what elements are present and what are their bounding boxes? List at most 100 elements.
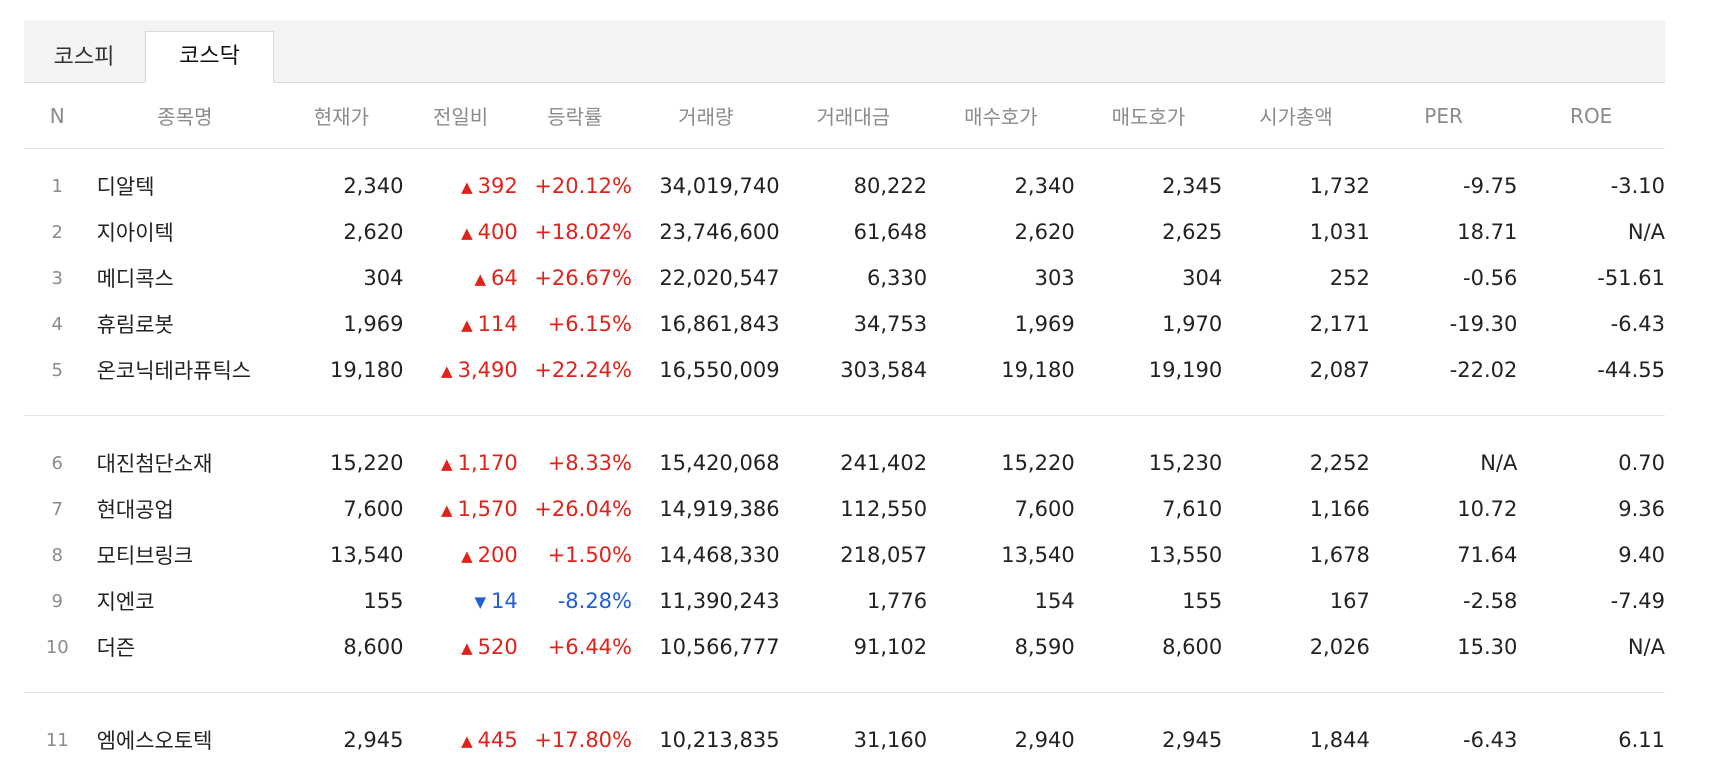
stock-name-link[interactable]: 휴림로봇 [96,313,174,337]
cell-bid: 13,540 [1001,543,1075,567]
cell-volume: 10,566,777 [659,635,780,659]
triangle-up-icon: ▲ [441,455,453,473]
cell-change: ▲ 200 [403,532,518,578]
row-rank: 5 [51,359,63,381]
row-rank: 11 [45,729,69,751]
cell-roe: -6.43 [1610,312,1665,336]
cell-ask: 155 [1182,589,1223,613]
cell-ask: 15,230 [1148,451,1223,475]
row-rank: 10 [45,636,69,658]
cell-change: ▲ 3,490 [403,347,518,393]
cell-per: N/A [1480,451,1518,475]
cell-per: -19.30 [1449,312,1518,336]
table-row[interactable]: 5 온코닉테라퓨틱스 19,180 ▲ 3,490 +22.24% 16,550,009 30… [24,347,1665,393]
cell-price: 8,600 [343,635,404,659]
cell-per: -6.43 [1463,728,1518,752]
row-rank: 9 [51,590,63,612]
cell-roe: 9.40 [1618,543,1665,567]
table-row[interactable]: 1 디알텍 2,340 ▲ 392 +20.12% 34,019,740 80,222 2,34… [24,149,1665,210]
cell-roe: N/A [1627,220,1665,244]
change-value: 3,490 [457,358,518,382]
triangle-up-icon: ▲ [461,547,473,565]
cell-rate: +6.44% [547,635,632,659]
table-row[interactable]: 9 지엔코 155 ▼ 14 -8.28% 11,390,243 1,776 154 155 167… [24,578,1665,624]
table-row[interactable]: 11 엠에스오토텍 2,945 ▲ 445 +17.80% 10,213,835 31,160… [24,717,1665,763]
row-rank: 3 [51,267,63,289]
stock-name-link[interactable]: 디알텍 [96,175,155,199]
cell-price: 2,945 [343,728,404,752]
cell-volume: 22,020,547 [659,266,780,290]
cell-rate: -8.28% [557,589,632,613]
table-row[interactable]: 6 대진첨단소재 15,220 ▲ 1,170 +8.33% 15,420,068 241,4… [24,440,1665,486]
cell-mcap: 1,844 [1309,728,1370,752]
cell-change: ▼ 14 [403,578,517,624]
table-row[interactable]: 7 현대공업 7,600 ▲ 1,570 +26.04% 14,919,386 112,550… [24,486,1665,532]
cell-per: -0.56 [1463,266,1518,290]
table-row[interactable]: 8 모티브링크 13,540 ▲ 200 +1.50% 14,468,330 218,057 1… [24,532,1665,578]
cell-mcap: 1,732 [1309,174,1370,198]
cell-mcap: 167 [1329,589,1370,613]
cell-bid: 2,340 [1014,174,1075,198]
cell-rate: +20.12% [534,174,632,198]
cell-rate: +18.02% [534,220,632,244]
stock-name-link[interactable]: 메디콕스 [96,267,174,291]
stock-name-link[interactable]: 현대공업 [96,498,174,522]
cell-rate: +26.67% [534,266,632,290]
cell-change: ▲ 114 [403,301,518,347]
cell-amount: 1,776 [867,589,928,613]
cell-volume: 14,919,386 [659,497,780,521]
group-divider [24,393,1665,416]
stock-name-link[interactable]: 더즌 [96,636,136,660]
col-ask: 매도호가 [1074,83,1223,149]
cell-change: ▲ 64 [403,255,517,301]
triangle-up-icon: ▲ [441,362,453,380]
cell-volume: 11,390,243 [659,589,780,613]
cell-price: 304 [363,266,404,290]
stock-name-link[interactable]: 모티브링크 [96,544,194,568]
cell-per: -9.75 [1463,174,1518,198]
cell-change: ▲ 520 [403,624,518,670]
cell-amount: 91,102 [853,635,928,659]
change-value: 400 [477,220,518,244]
cell-per: 15.30 [1457,635,1518,659]
cell-change: ▲ 392 [403,149,518,210]
table-row[interactable]: 4 휴림로봇 1,969 ▲ 114 +6.15% 16,861,843 34,753 1,96… [24,301,1665,347]
table-row[interactable]: 3 메디콕스 304 ▲ 64 +26.67% 22,020,547 6,330 303 304 2… [24,255,1665,301]
tab-kosdaq[interactable]: 코스닥 [145,31,274,83]
cell-ask: 8,600 [1162,635,1223,659]
cell-per: 71.64 [1457,543,1518,567]
triangle-up-icon: ▲ [474,270,486,288]
stock-name-link[interactable]: 온코닉테라퓨틱스 [96,359,252,383]
cell-amount: 218,057 [840,543,928,567]
col-n: N [24,83,91,149]
cell-change: ▲ 1,170 [403,440,518,486]
stock-name-link[interactable]: 지아이텍 [96,221,174,245]
row-rank: 8 [51,544,63,566]
col-volume: 거래량 [632,83,780,149]
change-value: 445 [477,728,518,752]
table-row[interactable]: 10 더즌 8,600 ▲ 520 +6.44% 10,566,777 91,102 8,590… [24,624,1665,670]
cell-mcap: 1,031 [1309,220,1370,244]
cell-mcap: 2,252 [1309,451,1370,475]
cell-amount: 80,222 [853,174,928,198]
stock-name-link[interactable]: 대진첨단소재 [96,452,213,476]
cell-ask: 2,945 [1162,728,1223,752]
col-roe: ROE [1517,83,1665,149]
tab-kospi[interactable]: 코스피 [53,45,115,70]
stock-name-link[interactable]: 지엔코 [96,590,155,614]
cell-change: ▲ 445 [403,717,518,763]
row-rank: 7 [51,498,63,520]
triangle-down-icon: ▼ [474,593,486,611]
cell-price: 155 [363,589,404,613]
cell-volume: 14,468,330 [659,543,780,567]
cell-ask: 19,190 [1148,358,1223,382]
table-row[interactable]: 2 지아이텍 2,620 ▲ 400 +18.02% 23,746,600 61,648 2,6… [24,209,1665,255]
cell-roe: N/A [1627,635,1665,659]
cell-bid: 154 [1034,589,1075,613]
cell-amount: 34,753 [853,312,928,336]
stock-name-link[interactable]: 엠에스오토텍 [96,729,213,753]
stock-table: N 종목명 현재가 전일비 등락률 거래량 거래대금 매수호가 매도호가 시가총… [24,83,1665,763]
row-rank: 4 [51,313,63,335]
table-header: N 종목명 현재가 전일비 등락률 거래량 거래대금 매수호가 매도호가 시가총… [24,83,1665,149]
cell-bid: 303 [1034,266,1075,290]
